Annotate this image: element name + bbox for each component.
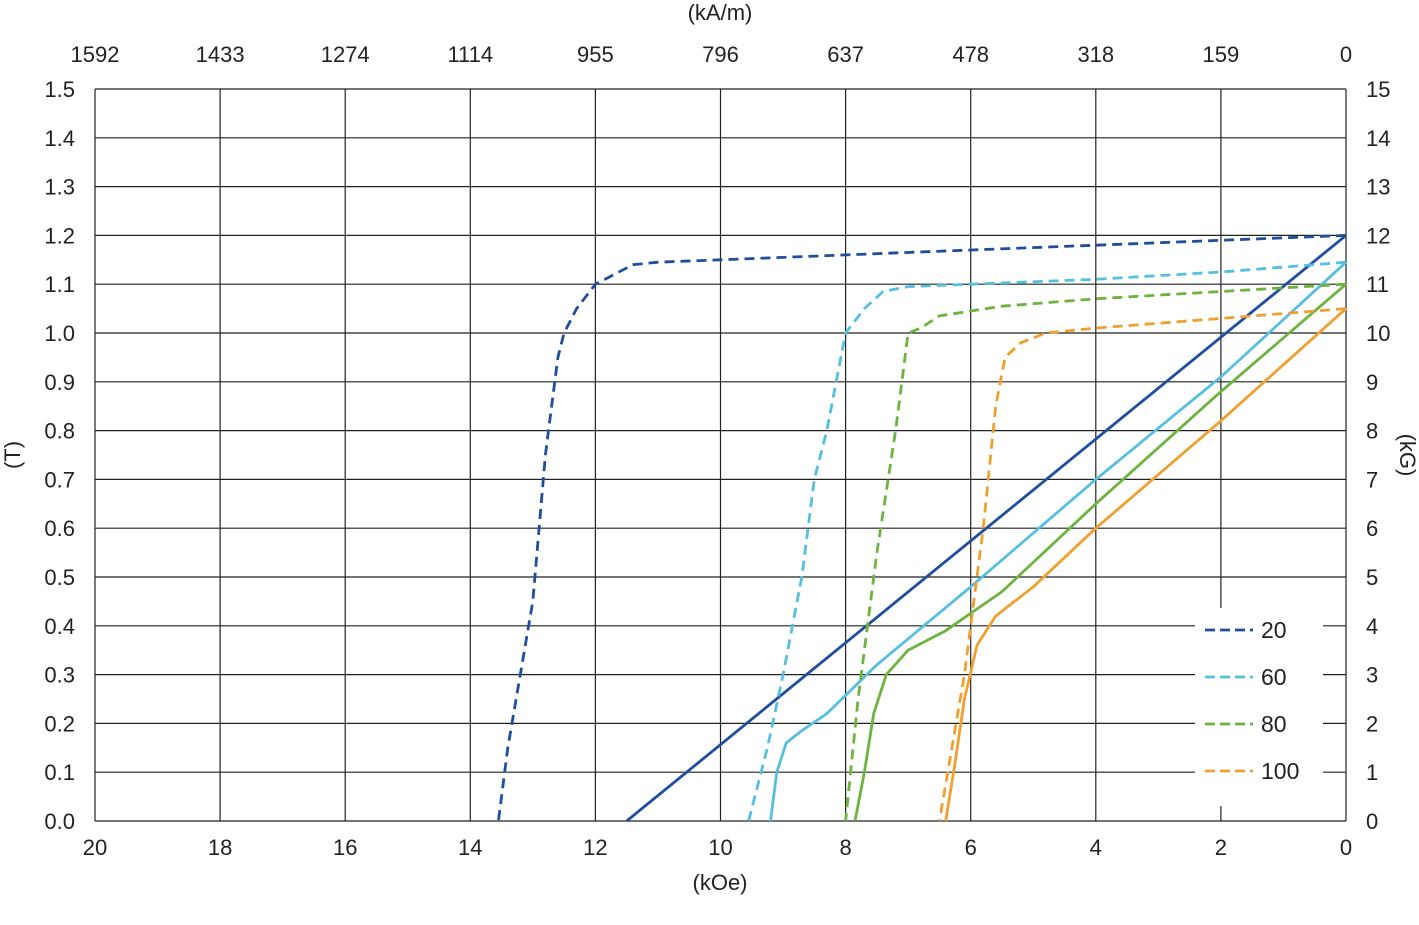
y-right-tick-label: 3 <box>1366 663 1378 688</box>
legend: 20 60 80 100 <box>1195 608 1323 806</box>
x-top-tick-label: 0 <box>1340 42 1352 67</box>
series-20-dashed-line <box>497 234 1347 822</box>
y-right-tick-label: 11 <box>1366 272 1389 297</box>
bottom-axis-unit: (kOe) <box>693 870 748 895</box>
legend-label-80: 80 <box>1261 711 1287 737</box>
top-axis-unit: (kA/m) <box>688 0 753 25</box>
x-top-tick-label: 1592 <box>71 42 120 67</box>
series-20-solid-line <box>625 234 1347 823</box>
x-bottom-tick-label: 12 <box>583 835 607 860</box>
y-left-tick-label: 0.0 <box>44 809 75 834</box>
series-80-solid-line <box>853 283 1347 822</box>
series-100-solid-line <box>944 307 1347 822</box>
legend-label-20: 20 <box>1261 617 1287 643</box>
y-right-tick-label: 5 <box>1366 565 1378 590</box>
y-left-tick-label: 1.5 <box>44 77 75 102</box>
y-left-tick-label: 0.8 <box>44 419 75 444</box>
x-bottom-tick-label: 6 <box>965 835 977 860</box>
y-right-tick-label: 7 <box>1366 467 1378 492</box>
y-left-tick-label: 1.0 <box>44 321 75 346</box>
y-left-tick-label: 1.2 <box>44 223 75 248</box>
y-left-tick-label: 0.9 <box>44 370 75 395</box>
y-right-tick-label: 13 <box>1366 175 1390 200</box>
x-top-tick-label: 955 <box>577 42 614 67</box>
legend-label-60: 60 <box>1261 664 1287 690</box>
y-left-tick-label: 0.4 <box>44 614 75 639</box>
y-left-tick-label: 0.6 <box>44 516 75 541</box>
y-right-tick-label: 8 <box>1366 419 1378 444</box>
x-bottom-tick-label: 20 <box>83 835 107 860</box>
series-60-dashed-line <box>747 260 1347 822</box>
x-bottom-tick-label: 16 <box>333 835 357 860</box>
y-left-tick-label: 1.4 <box>44 126 75 151</box>
y-right-tick-label: 10 <box>1366 321 1390 346</box>
legend-label-100: 100 <box>1261 758 1299 784</box>
y-left-tick-label: 0.5 <box>44 565 75 590</box>
x-top-tick-label: 1433 <box>196 42 245 67</box>
x-top-tick-label: 1274 <box>321 42 370 67</box>
x-top-tick-label: 478 <box>952 42 989 67</box>
y-left-tick-label: 0.3 <box>44 663 75 688</box>
x-top-tick-label: 159 <box>1203 42 1240 67</box>
grid-lines <box>94 88 1347 822</box>
y-right-tick-label: 9 <box>1366 370 1378 395</box>
y-right-tick-label: 2 <box>1366 711 1378 736</box>
right-axis-unit: (kG) <box>1395 434 1419 477</box>
y-right-tick-label: 1 <box>1366 760 1378 785</box>
x-bottom-tick-label: 0 <box>1340 835 1352 860</box>
series-80-dashed-line <box>844 282 1347 822</box>
series-60-solid-line <box>769 261 1347 822</box>
y-left-tick-label: 0.1 <box>44 760 75 785</box>
left-axis-unit: (T) <box>0 441 25 469</box>
y-right-tick-label: 15 <box>1366 77 1390 102</box>
x-bottom-tick-label: 14 <box>458 835 482 860</box>
legend-box <box>1195 608 1323 806</box>
x-top-tick-label: 796 <box>702 42 739 67</box>
series-lines <box>497 234 1347 823</box>
x-bottom-tick-label: 2 <box>1215 835 1227 860</box>
y-left-tick-label: 1.1 <box>44 272 75 297</box>
y-left-tick-label: 0.7 <box>44 467 75 492</box>
x-bottom-tick-label: 18 <box>208 835 232 860</box>
y-right-tick-label: 0 <box>1366 809 1378 834</box>
y-right-tick-label: 12 <box>1366 223 1390 248</box>
y-right-tick-label: 14 <box>1366 126 1390 151</box>
x-top-tick-label: 318 <box>1077 42 1114 67</box>
y-right-tick-label: 6 <box>1366 516 1378 541</box>
x-bottom-tick-label: 10 <box>708 835 732 860</box>
x-top-tick-label: 1114 <box>447 42 493 67</box>
x-bottom-tick-label: 8 <box>839 835 851 860</box>
x-top-tick-label: 637 <box>827 42 864 67</box>
series-100-dashed-line <box>938 307 1347 822</box>
tick-labels: 2015921814331612741411141295510796863764… <box>44 42 1390 860</box>
y-right-tick-label: 4 <box>1366 614 1378 639</box>
x-bottom-tick-label: 4 <box>1090 835 1102 860</box>
y-left-tick-label: 1.3 <box>44 175 75 200</box>
y-left-tick-label: 0.2 <box>44 711 75 736</box>
